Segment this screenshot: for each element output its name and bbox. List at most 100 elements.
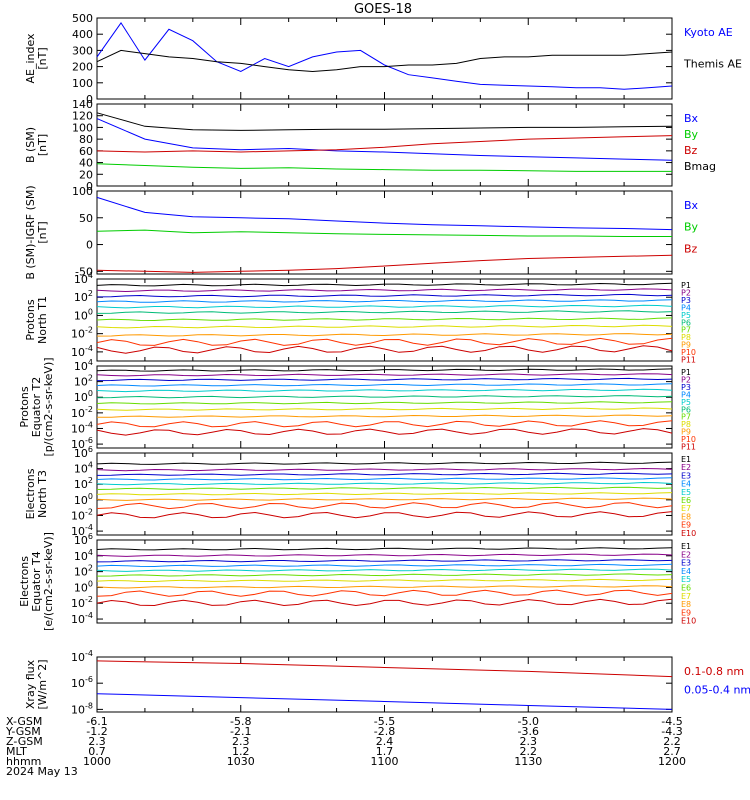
ephemeris-value: -6.1 [86, 715, 107, 728]
channel-label: E1 [681, 542, 691, 551]
channel-label: P5 [681, 311, 691, 320]
channel-line-p7 [96, 317, 673, 322]
y-tick-label: 104 [74, 548, 93, 563]
channel-label: P5 [681, 398, 691, 407]
y-tick-label: 300 [72, 44, 93, 57]
channel-line-p1 [96, 282, 673, 287]
channel-label: E4 [681, 480, 691, 489]
channel-label: E5 [681, 575, 691, 584]
channel-label: P2 [681, 375, 691, 384]
y-axis-label: Xray flux[W/m^2] [24, 659, 49, 709]
legend-label: By [684, 221, 699, 234]
channel-line-e7 [96, 578, 673, 582]
channel-line-p10 [96, 337, 673, 346]
channel-line-p11 [96, 428, 673, 436]
channel-line-e10 [96, 511, 673, 519]
channel-label: P9 [681, 428, 691, 437]
channel-label: P11 [681, 443, 696, 452]
series-line-bx [96, 196, 673, 231]
channel-line-e6 [96, 573, 673, 577]
series-line-by [96, 163, 672, 172]
channel-line-p1 [96, 368, 673, 372]
ephemeris-row-label: Z-GSM [6, 735, 43, 748]
channel-label: E2 [681, 463, 691, 472]
y-axis-label: B (SM)[nT] [24, 127, 49, 163]
channel-label: P10 [681, 348, 696, 357]
y-tick-label: 10-2 [71, 595, 93, 610]
ephemeris-row-label: hhmm [6, 755, 41, 768]
channel-label: E7 [681, 592, 691, 601]
panel-3: -50 0 50 100 B (SM)-IGRF (SM)[nT] Bx By Bz [24, 185, 699, 280]
channel-line-p2 [96, 373, 673, 377]
channel-line-e3 [96, 472, 673, 476]
legend-label: 0.1-0.8 nm [684, 665, 744, 678]
channel-line-p7 [96, 401, 673, 405]
channel-line-e7 [96, 492, 673, 496]
y-tick-label: 20 [79, 168, 93, 181]
y-tick-label: 10-4 [71, 611, 93, 626]
legend-label: Bz [684, 242, 698, 255]
ephemeris-value: -5.0 [518, 715, 539, 728]
channel-label: P4 [681, 303, 691, 312]
y-tick-label: 100 [74, 579, 93, 594]
channel-line-e6 [96, 486, 673, 490]
channel-label: E8 [681, 512, 691, 521]
y-tick-label: 10-6 [71, 436, 93, 451]
series-line-bx [96, 118, 673, 161]
channel-line-p4 [96, 383, 673, 387]
channel-line-p11 [96, 345, 673, 354]
channel-label: E5 [681, 488, 691, 497]
ephemeris-value: -5.5 [374, 715, 395, 728]
channel-label: P11 [681, 356, 696, 365]
legend-label: By [684, 128, 699, 141]
y-tick-label: 104 [74, 271, 93, 286]
channel-line-e4 [96, 477, 673, 481]
y-tick-label: 100 [72, 121, 93, 134]
y-axis-label: ProtonsNorth T1 [24, 296, 49, 344]
plot-title: GOES-18 [354, 2, 412, 17]
channel-line-p4 [96, 299, 673, 303]
ephemeris-row-label: 2024 May 13 [6, 765, 78, 778]
y-tick-label: 102 [74, 374, 93, 389]
channel-line-p5 [96, 304, 673, 309]
y-axis-label: AE_index[nT] [24, 33, 49, 84]
channel-line-e9 [96, 501, 673, 510]
y-tick-label: 60 [79, 145, 93, 158]
y-tick-label: 10-2 [71, 326, 93, 341]
channel-label: P7 [681, 326, 691, 335]
y-tick-label: 10-2 [71, 507, 93, 522]
channel-line-p8 [96, 324, 673, 329]
ephemeris-row-label: Y-GSM [5, 725, 41, 738]
panel-frame [96, 103, 673, 187]
channel-line-e9 [96, 589, 673, 597]
y-tick-label: 104 [74, 461, 93, 476]
channel-line-e2 [96, 553, 673, 557]
channel-line-e3 [96, 559, 673, 563]
y-tick-label: 400 [72, 28, 93, 41]
y-tick-label: 100 [74, 492, 93, 507]
legend-label: Bmag [684, 160, 716, 173]
ephemeris-value: 2.3 [88, 735, 106, 748]
channel-label: E7 [681, 504, 691, 513]
y-tick-label: 10-4 [71, 523, 93, 538]
ephemeris-value: 2.2 [520, 745, 538, 758]
y-tick-label: 50 [79, 212, 93, 225]
channel-label: P1 [681, 281, 691, 290]
channel-label: E6 [681, 496, 691, 505]
channel-line-p9 [96, 414, 673, 418]
ephemeris-value: 1030 [227, 755, 255, 768]
channel-line-e5 [96, 568, 673, 572]
channel-line-e4 [96, 563, 673, 568]
channel-line-e1 [96, 461, 673, 465]
series-line-0-1-0-8-nm [96, 660, 673, 678]
y-axis-label: ElectronsNorth T3 [24, 468, 49, 519]
y-tick-label: 40 [79, 157, 93, 170]
channel-label: P8 [681, 420, 691, 429]
legend-label: Themis AE [683, 58, 742, 71]
y-tick-label: 100 [74, 389, 93, 404]
channel-line-p8 [96, 407, 673, 411]
channel-label: E3 [681, 471, 691, 480]
series-line-0-05-0-4-nm [96, 693, 673, 710]
y-axis-label: ElectronsEquator T4[e/(cm2-s-sr-keV)] [18, 532, 55, 631]
